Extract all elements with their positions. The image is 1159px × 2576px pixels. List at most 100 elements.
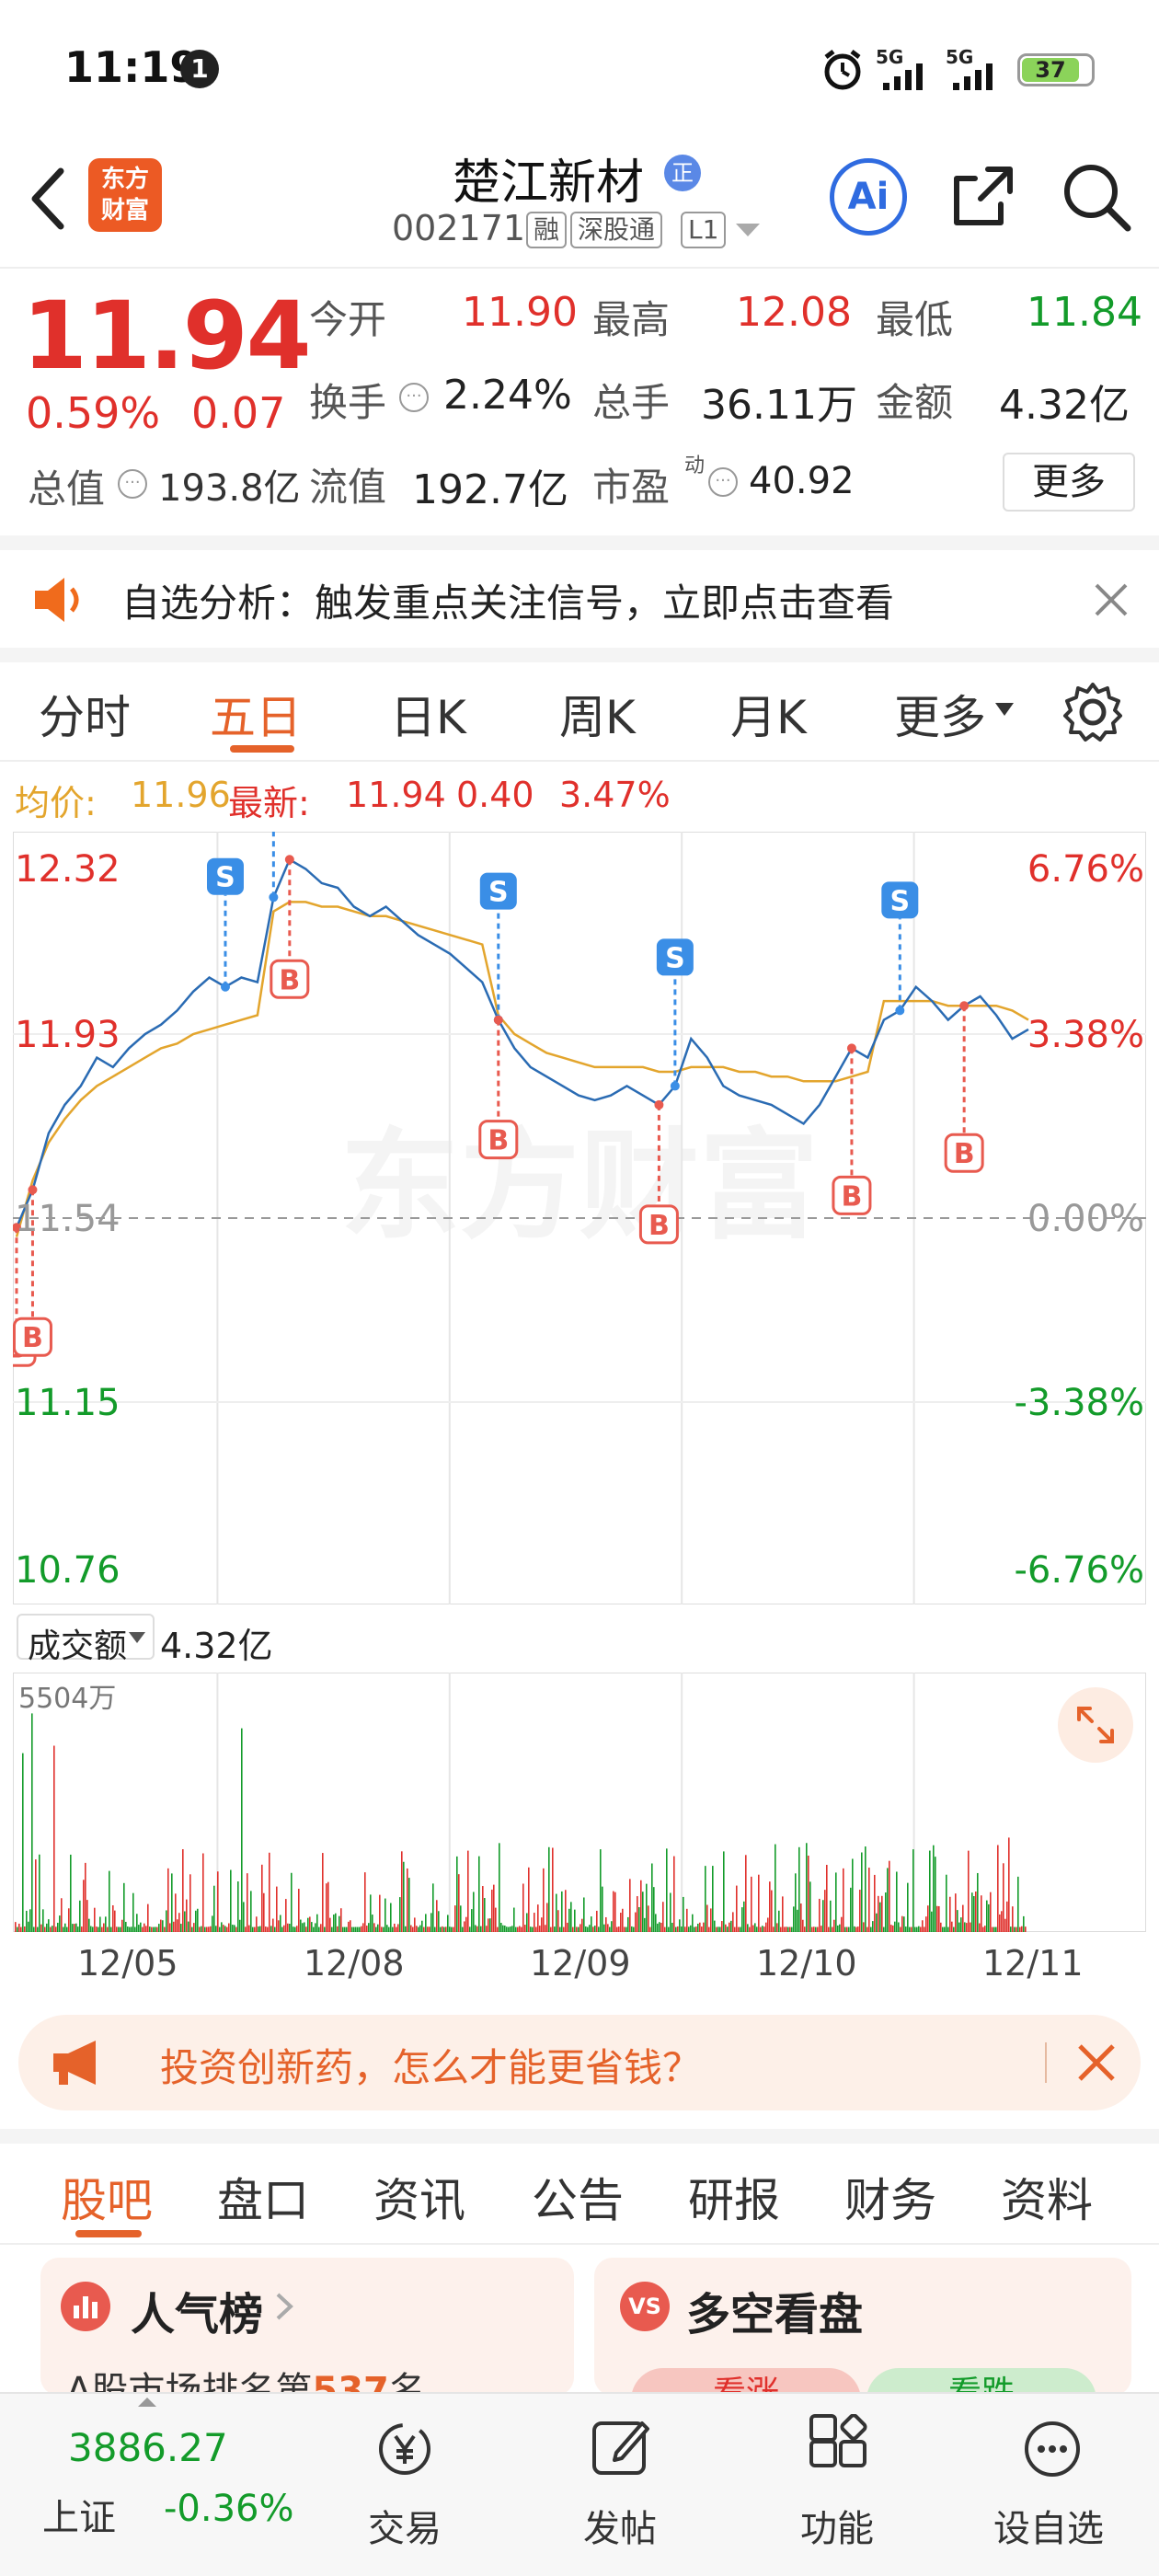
y-tick-label-right: -3.38% xyxy=(1014,1382,1144,1424)
chevron-down-icon[interactable] xyxy=(993,701,1016,718)
volume-total: 4.32亿 xyxy=(160,1626,273,1666)
svg-text:S: S xyxy=(215,862,235,894)
float-label: 流值 xyxy=(309,465,387,510)
gear-icon[interactable] xyxy=(1060,679,1126,745)
tab-daily-k[interactable]: 日K xyxy=(390,691,466,744)
info-icon[interactable]: ··· xyxy=(118,469,147,499)
signal-icon-1: 5G xyxy=(876,46,940,92)
nav-functions[interactable]: 功能 xyxy=(782,2410,892,2567)
float-value: 192.7亿 xyxy=(412,466,568,513)
change-amount: 0.07 xyxy=(191,388,286,438)
ad-text: 投资创新药，怎么才能更省钱？ xyxy=(160,2045,702,2090)
clock: 11:19 xyxy=(64,42,200,92)
ai-button[interactable]: Ai xyxy=(830,158,907,236)
svg-text:B: B xyxy=(648,1210,670,1242)
latest-value: 11.94 xyxy=(346,775,446,815)
latest-change-pct: 3.47% xyxy=(559,775,671,815)
pe-value: 40.92 xyxy=(749,460,855,502)
latest-label: 最新: xyxy=(228,783,310,823)
index-name: 上证 xyxy=(42,2497,116,2539)
x-tick-label: 12/10 xyxy=(756,1943,857,1984)
tag-margin: 融 xyxy=(526,212,568,248)
nav-post[interactable]: 发帖 xyxy=(565,2410,675,2567)
y-tick-label-right: 6.76% xyxy=(1027,848,1144,891)
sell-signal: S xyxy=(881,881,919,1016)
sell-signal: S xyxy=(656,938,694,1091)
ad-banner[interactable]: 投资创新药，怎么才能更省钱？ xyxy=(18,2015,1141,2110)
nav-trade[interactable]: 交易 xyxy=(350,2410,460,2567)
pe-label: 市盈 xyxy=(592,465,671,510)
svg-text:B: B xyxy=(22,1322,43,1354)
eastmoney-logo[interactable]: 东方 财富 xyxy=(88,158,162,232)
close-icon[interactable] xyxy=(1091,580,1131,620)
popularity-desc: A股市场排名第537名 xyxy=(66,2370,426,2396)
active-tab-indicator xyxy=(75,2230,142,2237)
tab-five-day[interactable]: 五日 xyxy=(210,691,302,744)
turnover-value: 2.24% xyxy=(443,372,572,419)
index-ticker[interactable]: 3886.27 上证 -0.36% xyxy=(0,2394,340,2576)
share-icon[interactable] xyxy=(947,160,1019,232)
status-bar: 11:19 1 5G 5G 37 xyxy=(0,0,1159,138)
x-tick-label: 12/11 xyxy=(982,1943,1084,1984)
tab-finance[interactable]: 财务 xyxy=(844,2174,936,2227)
chart-info-row: 均价: 11.96 最新: 11.94 0.40 3.47% xyxy=(0,769,1159,824)
tab-more[interactable]: 更多 xyxy=(894,691,986,744)
bearish-button[interactable]: 看跌 xyxy=(866,2368,1096,2396)
change-percent: 0.59% xyxy=(26,388,161,438)
notification-badge: 1 xyxy=(180,50,219,88)
volume-label: 总手 xyxy=(592,380,671,425)
apps-icon xyxy=(809,2414,867,2467)
nav-add-watchlist[interactable]: 设自选 xyxy=(981,2410,1128,2567)
stock-name: 楚江新材 xyxy=(453,155,645,211)
high-value: 12.08 xyxy=(736,289,852,336)
tab-research[interactable]: 研报 xyxy=(688,2174,780,2227)
back-icon[interactable] xyxy=(22,162,74,236)
vs-icon: VS xyxy=(620,2282,670,2331)
total-value-label: 总值 xyxy=(28,466,106,512)
popularity-card[interactable]: 人气榜 A股市场排名第537名 xyxy=(40,2258,574,2396)
price-chart[interactable]: 东方财富 BBSSBSBSBBSB 12.326.76%11.933.38%11… xyxy=(13,832,1146,1604)
index-change: -0.36% xyxy=(164,2488,294,2530)
sell-signal: S xyxy=(206,857,244,992)
bull-bear-card[interactable]: VS 多空看盘 看涨 看跌 xyxy=(594,2258,1131,2396)
avg-price-line xyxy=(15,901,1029,1237)
tab-intraday[interactable]: 分时 xyxy=(39,691,131,744)
signal-icon-2: 5G xyxy=(946,46,1010,92)
sell-signal: S xyxy=(479,872,517,1025)
bullish-button[interactable]: 看涨 xyxy=(631,2368,861,2396)
amount-label: 金额 xyxy=(876,380,954,425)
total-value: 193.8亿 xyxy=(158,467,301,510)
expand-button[interactable] xyxy=(1058,1687,1133,1763)
chevron-down-icon[interactable] xyxy=(734,221,762,239)
buy-signal: B xyxy=(832,1043,872,1215)
tag-connect: 深股通 xyxy=(570,212,663,248)
tab-news[interactable]: 资讯 xyxy=(373,2174,465,2227)
alert-text: 自选分析：触发重点关注信号，立即点击查看 xyxy=(121,581,895,626)
amount-value: 4.32亿 xyxy=(999,382,1130,429)
more-dots-icon xyxy=(1025,2421,1080,2477)
buy-signal: B xyxy=(13,1185,52,1357)
quote-panel: 11.94 0.59% 0.07 总值 ··· 193.8亿 今开 11.90 … xyxy=(0,269,1159,535)
volume-chart[interactable]: 5504万 xyxy=(13,1673,1146,1932)
info-icon[interactable]: ··· xyxy=(708,467,738,497)
volume-selector[interactable]: 成交额 xyxy=(17,1614,155,1665)
tab-announcements[interactable]: 公告 xyxy=(532,2174,624,2227)
tab-monthly-k[interactable]: 月K xyxy=(730,691,807,744)
tab-order-book[interactable]: 盘口 xyxy=(217,2174,309,2227)
more-button[interactable]: 更多 xyxy=(1003,453,1135,512)
tab-profile[interactable]: 资料 xyxy=(1001,2174,1093,2227)
alarm-icon xyxy=(824,50,861,90)
tab-forum[interactable]: 股吧 xyxy=(61,2174,153,2227)
stock-header: 东方 财富 楚江新材 正 002171 融 深股通 L1 Ai xyxy=(0,138,1159,267)
alert-bar[interactable]: 自选分析：触发重点关注信号，立即点击查看 xyxy=(0,550,1159,648)
avg-label: 均价: xyxy=(15,783,97,823)
tab-weekly-k[interactable]: 周K xyxy=(559,691,636,744)
close-icon[interactable] xyxy=(1076,2042,1117,2083)
y-tick-label-right: -6.76% xyxy=(1014,1549,1144,1592)
yen-icon xyxy=(379,2423,430,2475)
buy-signal: B xyxy=(944,1001,984,1173)
current-price: 11.94 xyxy=(22,282,312,391)
pe-superscript: 动 xyxy=(684,454,706,477)
search-icon[interactable] xyxy=(1060,160,1133,234)
info-icon[interactable]: ··· xyxy=(399,383,429,412)
